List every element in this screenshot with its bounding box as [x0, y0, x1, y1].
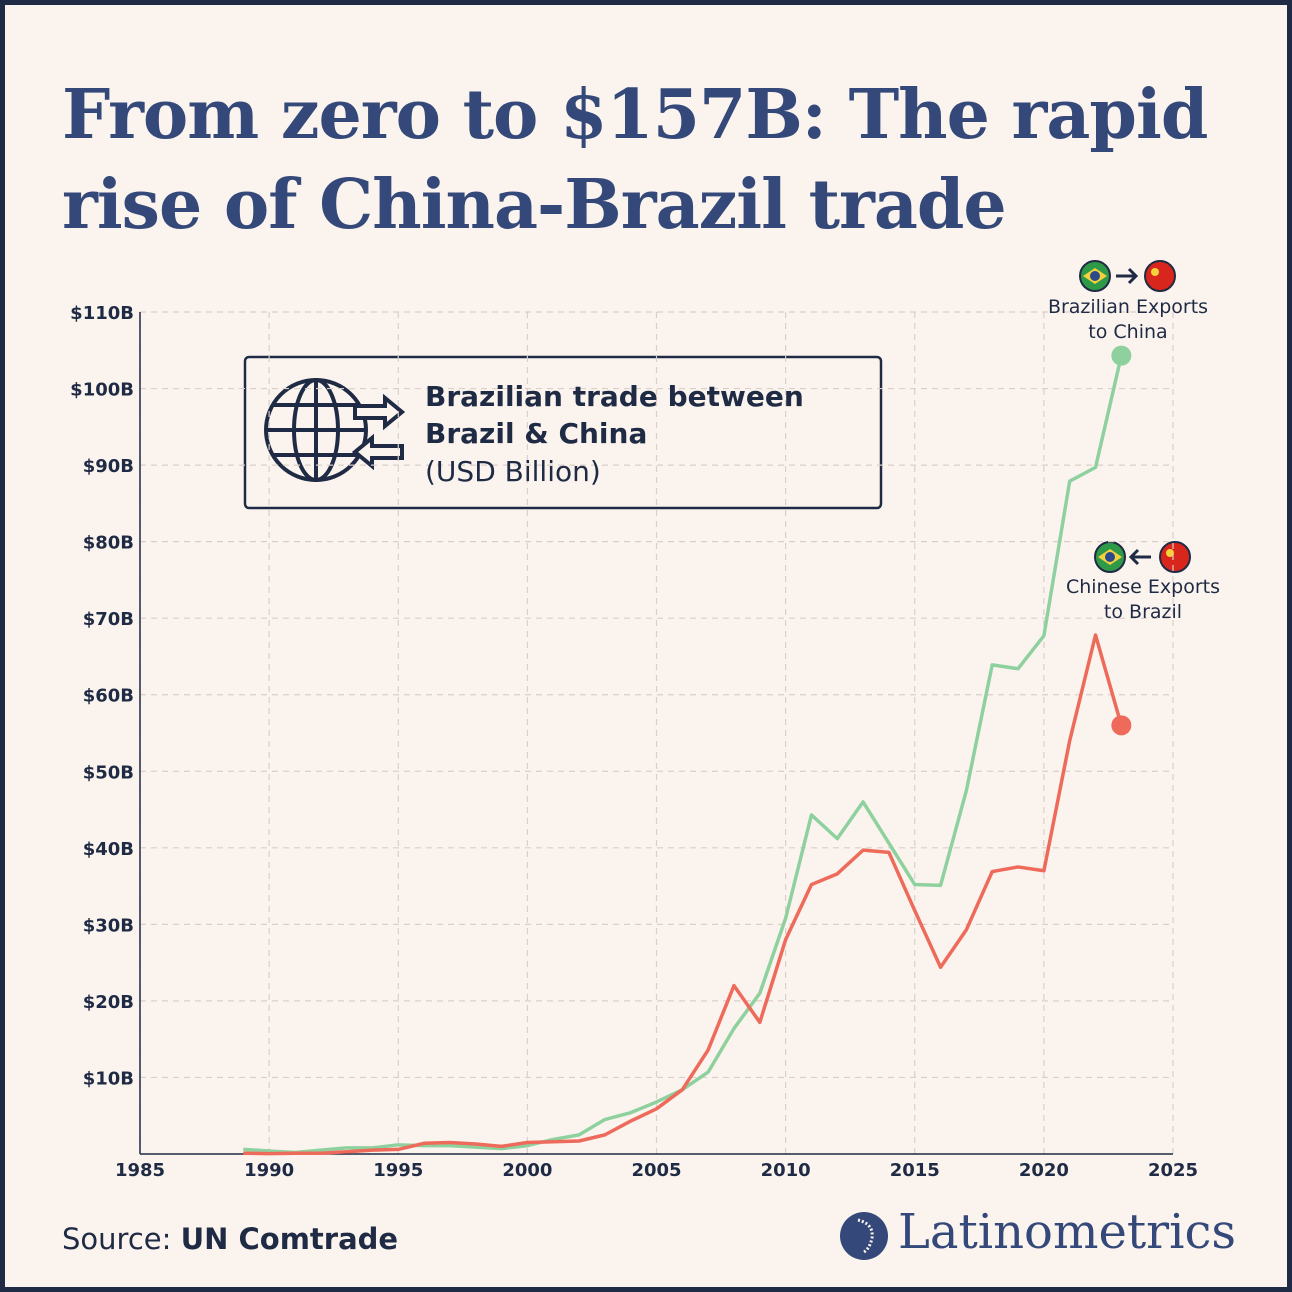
y-tick-label: $10B [83, 1068, 134, 1089]
y-tick-label: $110B [70, 303, 134, 324]
source-name: UN Comtrade [180, 1222, 399, 1256]
x-tick-label: 2000 [502, 1160, 552, 1181]
series-label: Chinese Exports to Brazil [1065, 576, 1221, 623]
y-tick-label: $50B [83, 762, 134, 783]
x-tick-label: 1990 [244, 1160, 294, 1181]
x-tick-label: 2015 [890, 1160, 940, 1181]
y-tick-label: $30B [83, 915, 134, 936]
series-line [243, 355, 1124, 1155]
x-tick-label: 2005 [631, 1160, 681, 1181]
chart-title: From zero to $157B: The rapid rise of Ch… [62, 75, 1208, 245]
box-subtitle: (USD Billion) [425, 455, 601, 488]
info-box [243, 355, 883, 510]
x-tick-label: 2020 [1019, 1160, 1069, 1181]
source-label: Source: [62, 1222, 172, 1256]
brand-logo [840, 1212, 888, 1260]
series-label: Brazilian Exports to China [1047, 296, 1209, 343]
end-point [1111, 345, 1132, 366]
box-title: Brazilian trade between Brazil & China [425, 380, 804, 450]
y-tick-label: $80B [83, 533, 134, 554]
y-tick-label: $100B [70, 380, 134, 401]
flag-icons [1079, 260, 1191, 573]
y-tick-label: $20B [83, 992, 134, 1013]
x-tick-label: 2010 [761, 1160, 811, 1181]
globe-icon [264, 378, 406, 482]
x-tick-label: 1995 [373, 1160, 423, 1181]
source: Source: UN Comtrade [62, 1222, 398, 1256]
y-tick-label: $40B [83, 839, 134, 860]
x-tick-label: 1985 [115, 1160, 165, 1181]
brand: Latinometrics [898, 1204, 1236, 1260]
y-tick-label: $90B [83, 456, 134, 477]
y-tick-label: $70B [83, 609, 134, 630]
x-tick-label: 2025 [1148, 1160, 1198, 1181]
y-tick-label: $60B [83, 686, 134, 707]
end-point [1111, 715, 1132, 736]
series-line [243, 633, 1124, 1156]
